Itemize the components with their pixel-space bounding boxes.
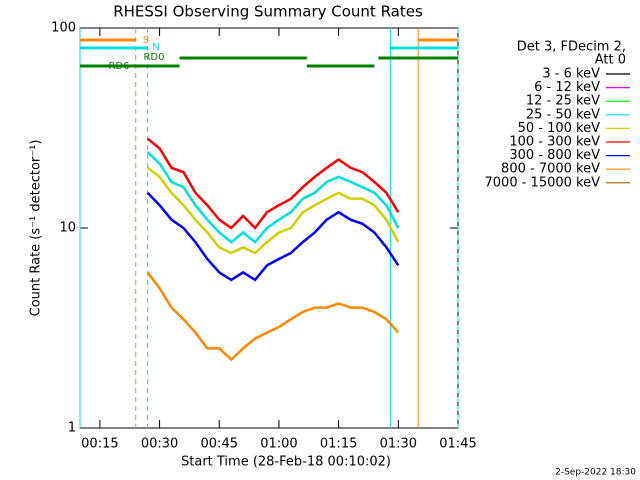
y-tick-label: 100 [51, 21, 76, 36]
x-axis-label: Start Time (28-Feb-18 00:10:02) [181, 455, 391, 470]
series-line [146, 271, 400, 362]
series-line [146, 137, 400, 230]
x-tick-label: 00:45 [201, 437, 238, 452]
legend-label: 300 - 800 keV [509, 148, 600, 163]
legend-label: 25 - 50 keV [526, 107, 600, 122]
legend-label: 3 - 6 keV [542, 67, 600, 82]
legend-label: 100 - 300 keV [509, 135, 600, 150]
legend-header: Att 0 [595, 53, 626, 68]
flag-label: RD6 [108, 61, 129, 72]
flag-label: S [143, 35, 149, 46]
y-tick-label: 1 [68, 421, 76, 436]
legend-label: 800 - 7000 keV [501, 162, 600, 177]
legend-label: 12 - 25 keV [526, 94, 600, 109]
y-tick-label: 10 [59, 221, 76, 236]
x-tick-label: 01:15 [320, 437, 357, 452]
legend-label: 6 - 12 keV [534, 80, 600, 95]
series-line [146, 166, 400, 255]
legend-header: Det 3, FDecim 2, [517, 40, 626, 55]
flag-label: N [152, 42, 159, 53]
chart-title: RHESSI Observing Summary Count Rates [113, 3, 423, 21]
timestamp: 2-Sep-2022 18:30 [555, 468, 636, 478]
x-tick-label: 01:45 [439, 437, 476, 452]
x-tick-label: 00:15 [81, 437, 118, 452]
series-line [146, 191, 400, 282]
series-line [146, 151, 400, 244]
legend-label: 50 - 100 keV [518, 121, 601, 136]
x-tick-label: 01:00 [260, 437, 297, 452]
x-tick-label: 00:30 [141, 437, 178, 452]
x-tick-label: 01:30 [380, 437, 417, 452]
legend-label: 7000 - 15000 keV [485, 175, 601, 190]
flag-label: RD0 [143, 52, 164, 63]
y-axis-label: Count Rate (s⁻¹ detector⁻¹) [29, 140, 44, 317]
